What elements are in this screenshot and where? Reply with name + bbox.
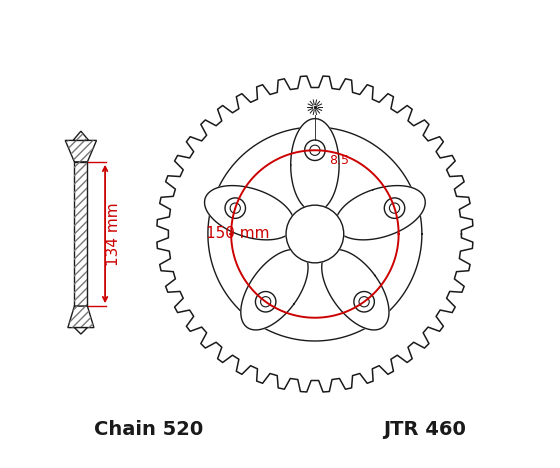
Bar: [74, 162, 87, 306]
Circle shape: [384, 198, 405, 219]
Text: JTR 460: JTR 460: [383, 420, 466, 439]
Circle shape: [286, 205, 344, 263]
Polygon shape: [73, 131, 88, 140]
Polygon shape: [74, 328, 87, 334]
Polygon shape: [157, 76, 473, 392]
Circle shape: [230, 203, 240, 213]
Circle shape: [255, 292, 276, 312]
Polygon shape: [322, 249, 389, 330]
Circle shape: [225, 198, 245, 219]
Polygon shape: [68, 306, 94, 328]
Polygon shape: [204, 186, 295, 240]
Circle shape: [354, 292, 374, 312]
Polygon shape: [66, 140, 96, 162]
Text: 150 mm: 150 mm: [206, 226, 269, 241]
Text: 8.5: 8.5: [329, 154, 349, 167]
Polygon shape: [241, 249, 308, 330]
Circle shape: [389, 203, 400, 213]
Circle shape: [305, 140, 325, 161]
Text: 134 mm: 134 mm: [106, 202, 121, 266]
Circle shape: [260, 297, 271, 307]
Polygon shape: [291, 118, 339, 212]
Circle shape: [310, 145, 320, 155]
Bar: [74, 162, 87, 306]
Polygon shape: [335, 186, 425, 240]
Circle shape: [359, 297, 369, 307]
Text: Chain 520: Chain 520: [94, 420, 203, 439]
